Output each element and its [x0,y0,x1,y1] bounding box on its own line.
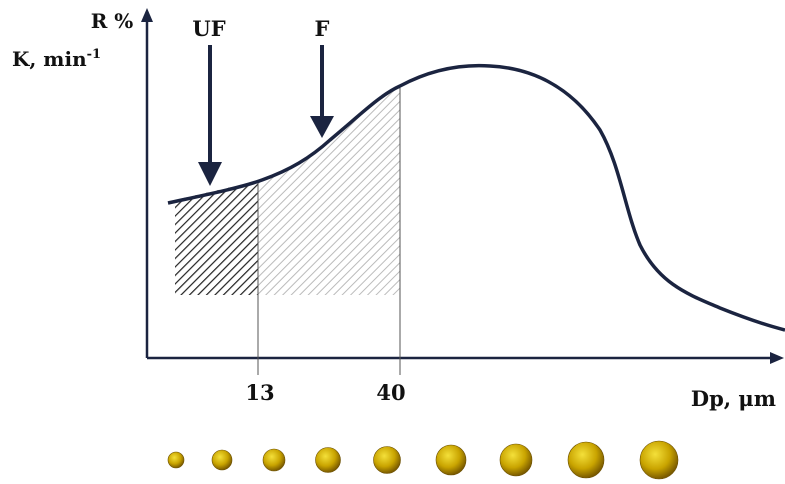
y-label-text: K, min [12,47,87,71]
arrow-label: F [315,16,330,41]
y-axis-arrow [141,8,153,22]
page: {"axes": {"y_label_line1": "R %", "y_lab… [0,0,785,480]
particle [568,442,604,478]
arrow-head [198,162,222,186]
arrow-label: UF [192,16,225,41]
x-axis-arrow [770,352,784,364]
particle [168,452,184,468]
x-mark-label: 13 [245,380,274,405]
y-label-superscript: -1 [87,47,101,62]
diagram: R % K, min-1 UF F 13 40 Dp, μm [0,0,785,480]
particles [168,441,678,479]
x-mark-label: 40 [376,380,405,405]
particle [212,450,232,470]
particle [374,447,401,474]
particle [436,445,466,475]
y-label: K, min-1 [12,47,101,71]
particle [500,444,532,476]
arrow-head [310,116,334,138]
particle [640,441,678,479]
y-label: R % [91,9,134,33]
x-label: Dp, μm [691,386,776,411]
particle [316,448,341,473]
particle [263,449,285,471]
